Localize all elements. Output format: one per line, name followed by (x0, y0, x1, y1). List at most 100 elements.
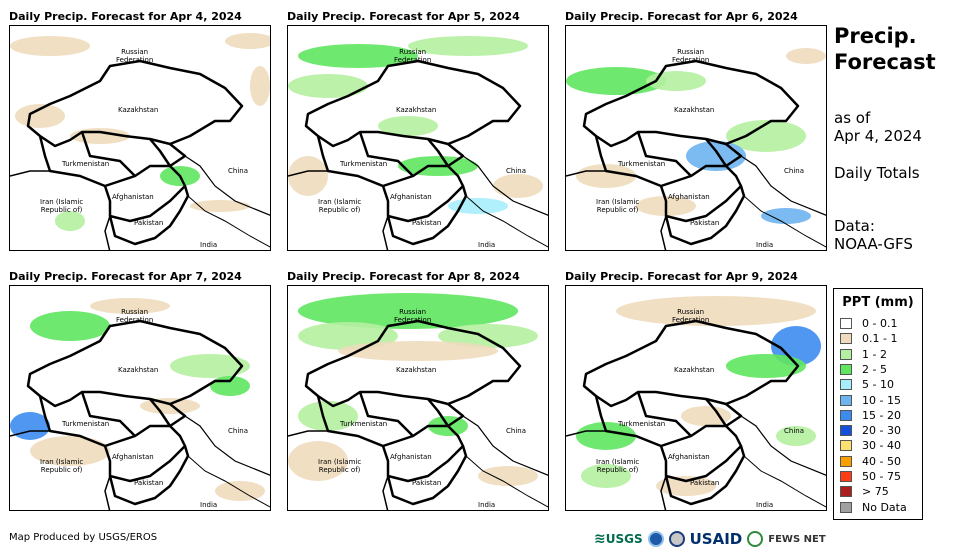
precip-area (288, 441, 348, 481)
kazakhstan-border (26, 319, 244, 408)
pakistan-border (664, 185, 746, 246)
map-graphic (566, 48, 826, 250)
iran-border (288, 170, 389, 250)
afghanistan-border (659, 165, 743, 223)
kazakhstan-border (304, 59, 522, 148)
precip-area (338, 341, 498, 361)
country-label-india: India (756, 501, 774, 509)
legend-title: PPT (mm) (842, 295, 914, 310)
precip-area (786, 48, 826, 64)
legend-swatch (840, 363, 852, 375)
map-graphic (10, 33, 270, 250)
pakistan-border (386, 185, 468, 246)
country-label-afghanistan: Afghanistan (668, 453, 710, 461)
central-asia-borders (316, 131, 465, 188)
legend-label: 30 - 40 (862, 439, 901, 453)
country-label-turkmenistan: Turkmenistan (62, 420, 110, 428)
country-label-russia: Russian Federation (672, 48, 710, 64)
iran-border (10, 430, 111, 510)
map-graphic (288, 36, 548, 250)
central-asia-borders (594, 391, 743, 448)
usgs-logo: ≋USGS (594, 531, 643, 547)
legend-label: 10 - 15 (862, 393, 901, 407)
country-label-turkmenistan: Turkmenistan (340, 160, 388, 168)
country-label-russia: Russian Federation (394, 48, 432, 64)
precip-area (15, 104, 65, 128)
precip-area (408, 36, 528, 56)
country-label-china: China (506, 427, 526, 435)
china-border (184, 415, 270, 476)
pakistan-border (664, 445, 746, 506)
country-label-turkmenistan: Turkmenistan (618, 420, 666, 428)
legend-label: 1 - 2 (862, 347, 887, 361)
panel-title: Daily Precip. Forecast for Apr 8, 2024 (287, 270, 520, 283)
india-border (465, 195, 548, 248)
afghanistan-border (659, 425, 743, 483)
precip-area (581, 464, 631, 488)
map-graphic (288, 293, 548, 510)
precip-area (225, 33, 270, 49)
country-label-turkmenistan: Turkmenistan (618, 160, 666, 168)
precip-area (140, 398, 200, 414)
country-label-pakistan: Pakistan (412, 219, 442, 227)
as-of-label: as of (834, 109, 871, 127)
map-credit: Map Produced by USGS/EROS (9, 532, 158, 543)
country-label-russia: Russian Federation (672, 308, 710, 324)
country-label-china: China (784, 167, 804, 175)
panel-title: Daily Precip. Forecast for Apr 9, 2024 (565, 270, 798, 283)
country-label-iran: Iran (Islamic Republic of) (40, 198, 84, 214)
country-label-pakistan: Pakistan (690, 219, 720, 227)
afghanistan-border (103, 425, 187, 483)
legend-label: 15 - 20 (862, 408, 901, 422)
country-label-russia: Russian Federation (394, 308, 432, 324)
central-asia-borders (594, 131, 743, 188)
pakistan-border (108, 185, 190, 246)
country-label-kazakhstan: Kazakhstan (674, 106, 715, 114)
partner-logos: ≋USGS USAID FEWS NET (594, 528, 826, 550)
country-label-china: China (228, 427, 248, 435)
precip-area (55, 211, 85, 231)
legend-label: 20 - 30 (862, 424, 901, 438)
precip-area (726, 120, 806, 152)
daily-totals-label: Daily Totals (834, 164, 920, 182)
iran-border (566, 430, 667, 510)
precip-area (646, 71, 706, 91)
precip-map: Russian Federation Kazakhstan Turkmenistan C… (287, 25, 549, 251)
panel-title: Daily Precip. Forecast for Apr 5, 2024 (287, 10, 520, 23)
legend-swatch (840, 318, 852, 329)
iran-border (566, 170, 667, 250)
precip-area (576, 422, 636, 450)
country-label-iran: Iran (Islamic Republic of) (318, 458, 362, 474)
precip-area (298, 401, 358, 431)
legend-swatch (840, 471, 852, 482)
central-asia-borders (38, 131, 187, 188)
doi-seal (668, 531, 685, 547)
kazakhstan-border (26, 59, 244, 148)
legend-swatch (840, 486, 852, 498)
kazakhstan-border (582, 319, 800, 408)
country-label-kazakhstan: Kazakhstan (396, 366, 437, 374)
precip-area (681, 406, 731, 426)
country-label-india: India (200, 241, 218, 249)
precip-area (378, 116, 438, 136)
precip-map: Russian Federation Kazakhstan Turkmenistan C… (9, 285, 271, 511)
kazakhstan-border (304, 319, 522, 408)
precip-area (170, 354, 250, 378)
legend-swatch (840, 379, 852, 391)
legend-swatch (840, 440, 852, 452)
precip-area (10, 36, 90, 56)
india-border (187, 455, 270, 508)
country-label-iran: Iran (Islamic Republic of) (40, 458, 84, 474)
country-label-russia: Russian Federation (116, 308, 154, 324)
precip-map: Russian Federation Kazakhstan Turkmenistan C… (287, 285, 549, 511)
legend-swatch (840, 501, 852, 513)
legend-swatch (840, 409, 852, 421)
legend-label: > 75 (862, 485, 889, 499)
precip-area (478, 466, 538, 486)
precip-area (288, 156, 328, 196)
country-label-china: China (784, 427, 804, 435)
afghanistan-border (103, 165, 187, 223)
kazakhstan-border (582, 59, 800, 148)
panel-title: Daily Precip. Forecast for Apr 6, 2024 (565, 10, 798, 23)
